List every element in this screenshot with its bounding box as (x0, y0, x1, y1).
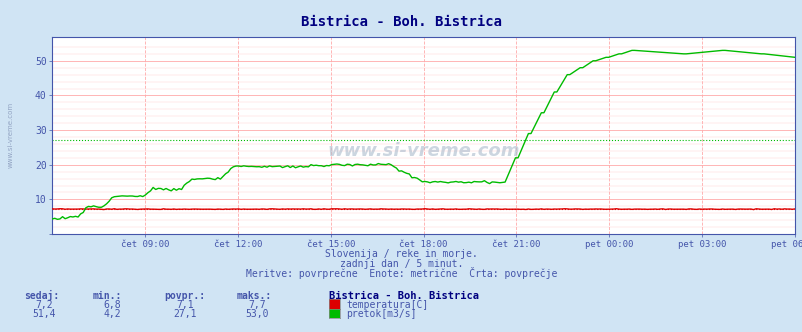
Text: maks.:: maks.: (237, 291, 272, 301)
Text: 7,2: 7,2 (35, 300, 53, 310)
Text: min.:: min.: (92, 291, 122, 301)
Text: 4,2: 4,2 (103, 309, 121, 319)
Text: povpr.:: povpr.: (164, 291, 205, 301)
Text: Slovenija / reke in morje.: Slovenija / reke in morje. (325, 249, 477, 259)
Text: 27,1: 27,1 (172, 309, 196, 319)
Text: pretok[m3/s]: pretok[m3/s] (346, 309, 416, 319)
Text: 51,4: 51,4 (32, 309, 56, 319)
Text: temperatura[C]: temperatura[C] (346, 300, 427, 310)
Text: sedaj:: sedaj: (24, 290, 59, 301)
Text: Bistrica - Boh. Bistrica: Bistrica - Boh. Bistrica (301, 15, 501, 29)
Text: www.si-vreme.com: www.si-vreme.com (327, 142, 519, 160)
Text: Meritve: povrprečne  Enote: metrične  Črta: povprečje: Meritve: povrprečne Enote: metrične Črta… (245, 267, 557, 279)
Text: www.si-vreme.com: www.si-vreme.com (7, 101, 14, 168)
Text: 7,1: 7,1 (176, 300, 193, 310)
Text: 53,0: 53,0 (245, 309, 269, 319)
Text: 7,7: 7,7 (248, 300, 265, 310)
Text: Bistrica - Boh. Bistrica: Bistrica - Boh. Bistrica (329, 291, 479, 301)
Text: 6,8: 6,8 (103, 300, 121, 310)
Text: zadnji dan / 5 minut.: zadnji dan / 5 minut. (339, 259, 463, 269)
